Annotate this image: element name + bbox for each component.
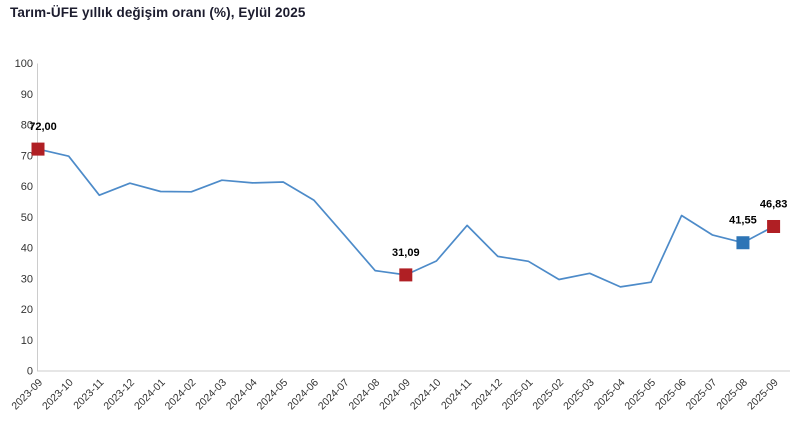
x-tick-label: 2023-09 bbox=[9, 377, 45, 413]
chart-title: Tarım-ÜFE yıllık değişim oranı (%), Eylü… bbox=[10, 5, 306, 20]
x-tick-label: 2025-04 bbox=[592, 377, 628, 413]
x-tick-label: 2024-11 bbox=[439, 377, 474, 412]
x-tick-label: 2024-01 bbox=[132, 377, 168, 413]
x-tick-label: 2024-06 bbox=[285, 377, 321, 413]
point-label-2023-09: 72,00 bbox=[29, 121, 57, 133]
y-tick-label: 80 bbox=[21, 120, 33, 132]
y-tick-label: 90 bbox=[21, 89, 33, 101]
x-tick-label: 2024-10 bbox=[408, 377, 444, 413]
point-marker-2024-09[interactable] bbox=[399, 268, 413, 282]
x-tick-label: 2024-02 bbox=[163, 377, 199, 413]
x-tick-label: 2025-02 bbox=[530, 377, 566, 413]
point-marker-2025-09[interactable] bbox=[767, 219, 781, 233]
x-tick-label: 2024-05 bbox=[255, 377, 291, 413]
x-tick-label: 2024-09 bbox=[377, 377, 413, 413]
point-label-2024-09: 31,09 bbox=[392, 247, 420, 259]
x-tick-label: 2025-05 bbox=[622, 377, 658, 413]
x-tick-label: 2023-10 bbox=[40, 377, 76, 413]
x-tick-label: 2025-01 bbox=[500, 377, 536, 413]
x-tick-label: 2024-03 bbox=[193, 377, 229, 413]
y-tick-label: 10 bbox=[21, 335, 33, 347]
y-tick-label: 100 bbox=[15, 58, 33, 70]
x-tick-label: 2023-12 bbox=[101, 377, 137, 413]
y-tick-label: 70 bbox=[21, 150, 33, 162]
point-marker-2023-09[interactable] bbox=[31, 142, 45, 156]
y-tick-label: 60 bbox=[21, 181, 33, 193]
x-tick-label: 2024-12 bbox=[469, 377, 505, 413]
point-marker-2025-08[interactable] bbox=[736, 236, 750, 250]
x-tick-label: 2023-11 bbox=[71, 377, 106, 412]
x-tick-label: 2025-07 bbox=[684, 377, 720, 413]
y-tick-label: 30 bbox=[21, 273, 33, 285]
x-tick-label: 2025-03 bbox=[561, 377, 597, 413]
x-tick-label: 2025-06 bbox=[653, 377, 689, 413]
series-line bbox=[37, 148, 775, 288]
point-label-2025-08: 41,55 bbox=[729, 215, 757, 227]
x-tick-label: 2024-07 bbox=[316, 377, 352, 413]
x-tick-label: 2025-08 bbox=[714, 377, 750, 413]
y-tick-label: 40 bbox=[21, 243, 33, 255]
point-label-2025-09: 46,83 bbox=[760, 198, 788, 210]
x-tick-label: 2025-09 bbox=[745, 377, 781, 413]
x-tick-label: 2024-04 bbox=[224, 377, 260, 413]
y-tick-label: 20 bbox=[21, 304, 33, 316]
y-tick-label: 50 bbox=[21, 212, 33, 224]
x-tick-label: 2024-08 bbox=[347, 377, 383, 413]
y-tick-label: 0 bbox=[27, 366, 33, 378]
